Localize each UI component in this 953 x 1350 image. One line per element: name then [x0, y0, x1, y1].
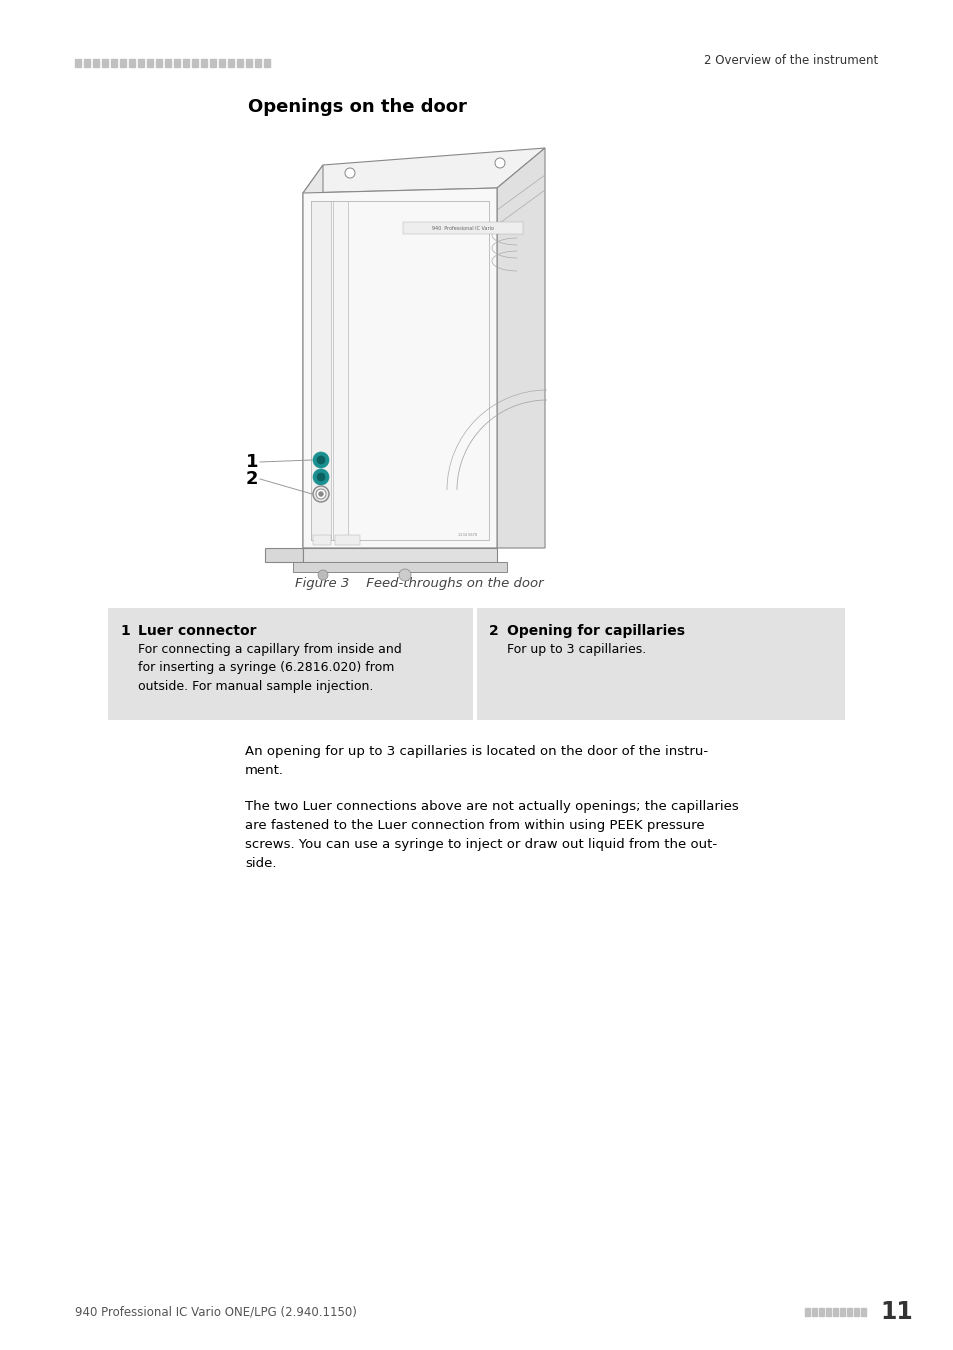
Bar	[313, 535, 331, 545]
Bar	[293, 562, 506, 572]
Text: Openings on the door: Openings on the door	[248, 99, 466, 116]
Text: 2 Overview of the instrument: 2 Overview of the instrument	[703, 54, 877, 66]
Bar	[102, 59, 108, 68]
Bar	[92, 59, 99, 68]
Circle shape	[398, 568, 411, 580]
Bar	[246, 59, 252, 68]
Bar	[111, 59, 117, 68]
Bar	[333, 201, 348, 540]
Circle shape	[313, 452, 329, 468]
Text: 11: 11	[879, 1300, 912, 1324]
Bar	[818, 1308, 823, 1316]
Circle shape	[316, 472, 325, 481]
Bar	[210, 59, 215, 68]
Bar	[832, 1308, 837, 1316]
Circle shape	[317, 570, 328, 580]
Bar	[75, 59, 81, 68]
Bar	[853, 1308, 858, 1316]
Bar	[254, 59, 261, 68]
Bar	[201, 59, 207, 68]
Text: An opening for up to 3 capillaries is located on the door of the instru-
ment.: An opening for up to 3 capillaries is lo…	[245, 745, 707, 778]
Text: 940 Professional IC Vario ONE/LPG (2.940.1150): 940 Professional IC Vario ONE/LPG (2.940…	[75, 1305, 356, 1319]
Circle shape	[345, 167, 355, 178]
Bar	[147, 59, 152, 68]
Text: Opening for capillaries: Opening for capillaries	[506, 624, 684, 639]
Polygon shape	[303, 188, 497, 548]
Bar	[192, 59, 198, 68]
Text: 2: 2	[245, 470, 257, 487]
Bar	[129, 59, 135, 68]
Bar	[84, 59, 90, 68]
Circle shape	[316, 456, 325, 464]
Bar	[156, 59, 162, 68]
Bar	[264, 59, 270, 68]
Bar	[265, 548, 303, 562]
Bar	[335, 535, 359, 545]
Bar	[138, 59, 144, 68]
Bar	[476, 608, 844, 720]
Text: For up to 3 capillaries.: For up to 3 capillaries.	[506, 643, 645, 656]
Bar	[165, 59, 171, 68]
Circle shape	[495, 158, 504, 167]
Polygon shape	[497, 148, 544, 548]
Polygon shape	[303, 148, 544, 193]
Text: 940  Professional IC Vario: 940 Professional IC Vario	[432, 225, 494, 231]
Bar	[173, 59, 180, 68]
Bar	[811, 1308, 816, 1316]
Bar	[303, 548, 497, 562]
Text: 1: 1	[120, 624, 130, 639]
Bar	[804, 1308, 809, 1316]
Bar	[846, 1308, 851, 1316]
Bar	[108, 608, 473, 720]
Text: 1: 1	[245, 454, 257, 471]
Circle shape	[313, 486, 329, 502]
Bar	[311, 201, 331, 540]
Circle shape	[313, 468, 329, 485]
Text: Luer connector: Luer connector	[138, 624, 256, 639]
Bar	[840, 1308, 844, 1316]
Bar	[236, 59, 243, 68]
Text: Figure 3    Feed-throughs on the door: Figure 3 Feed-throughs on the door	[294, 576, 543, 590]
Bar	[861, 1308, 865, 1316]
Circle shape	[318, 491, 323, 497]
Text: For connecting a capillary from inside and
for inserting a syringe (6.2816.020) : For connecting a capillary from inside a…	[138, 643, 401, 693]
Bar	[402, 221, 522, 234]
Text: The two Luer connections above are not actually openings; the capillaries
are fa: The two Luer connections above are not a…	[245, 801, 738, 869]
Bar	[825, 1308, 830, 1316]
Polygon shape	[303, 165, 323, 548]
Text: 1234 5678: 1234 5678	[457, 533, 476, 537]
Bar	[219, 59, 225, 68]
Bar	[183, 59, 189, 68]
Circle shape	[315, 489, 326, 500]
Text: 2: 2	[489, 624, 498, 639]
Bar	[120, 59, 126, 68]
Bar	[311, 201, 489, 540]
Bar	[228, 59, 233, 68]
